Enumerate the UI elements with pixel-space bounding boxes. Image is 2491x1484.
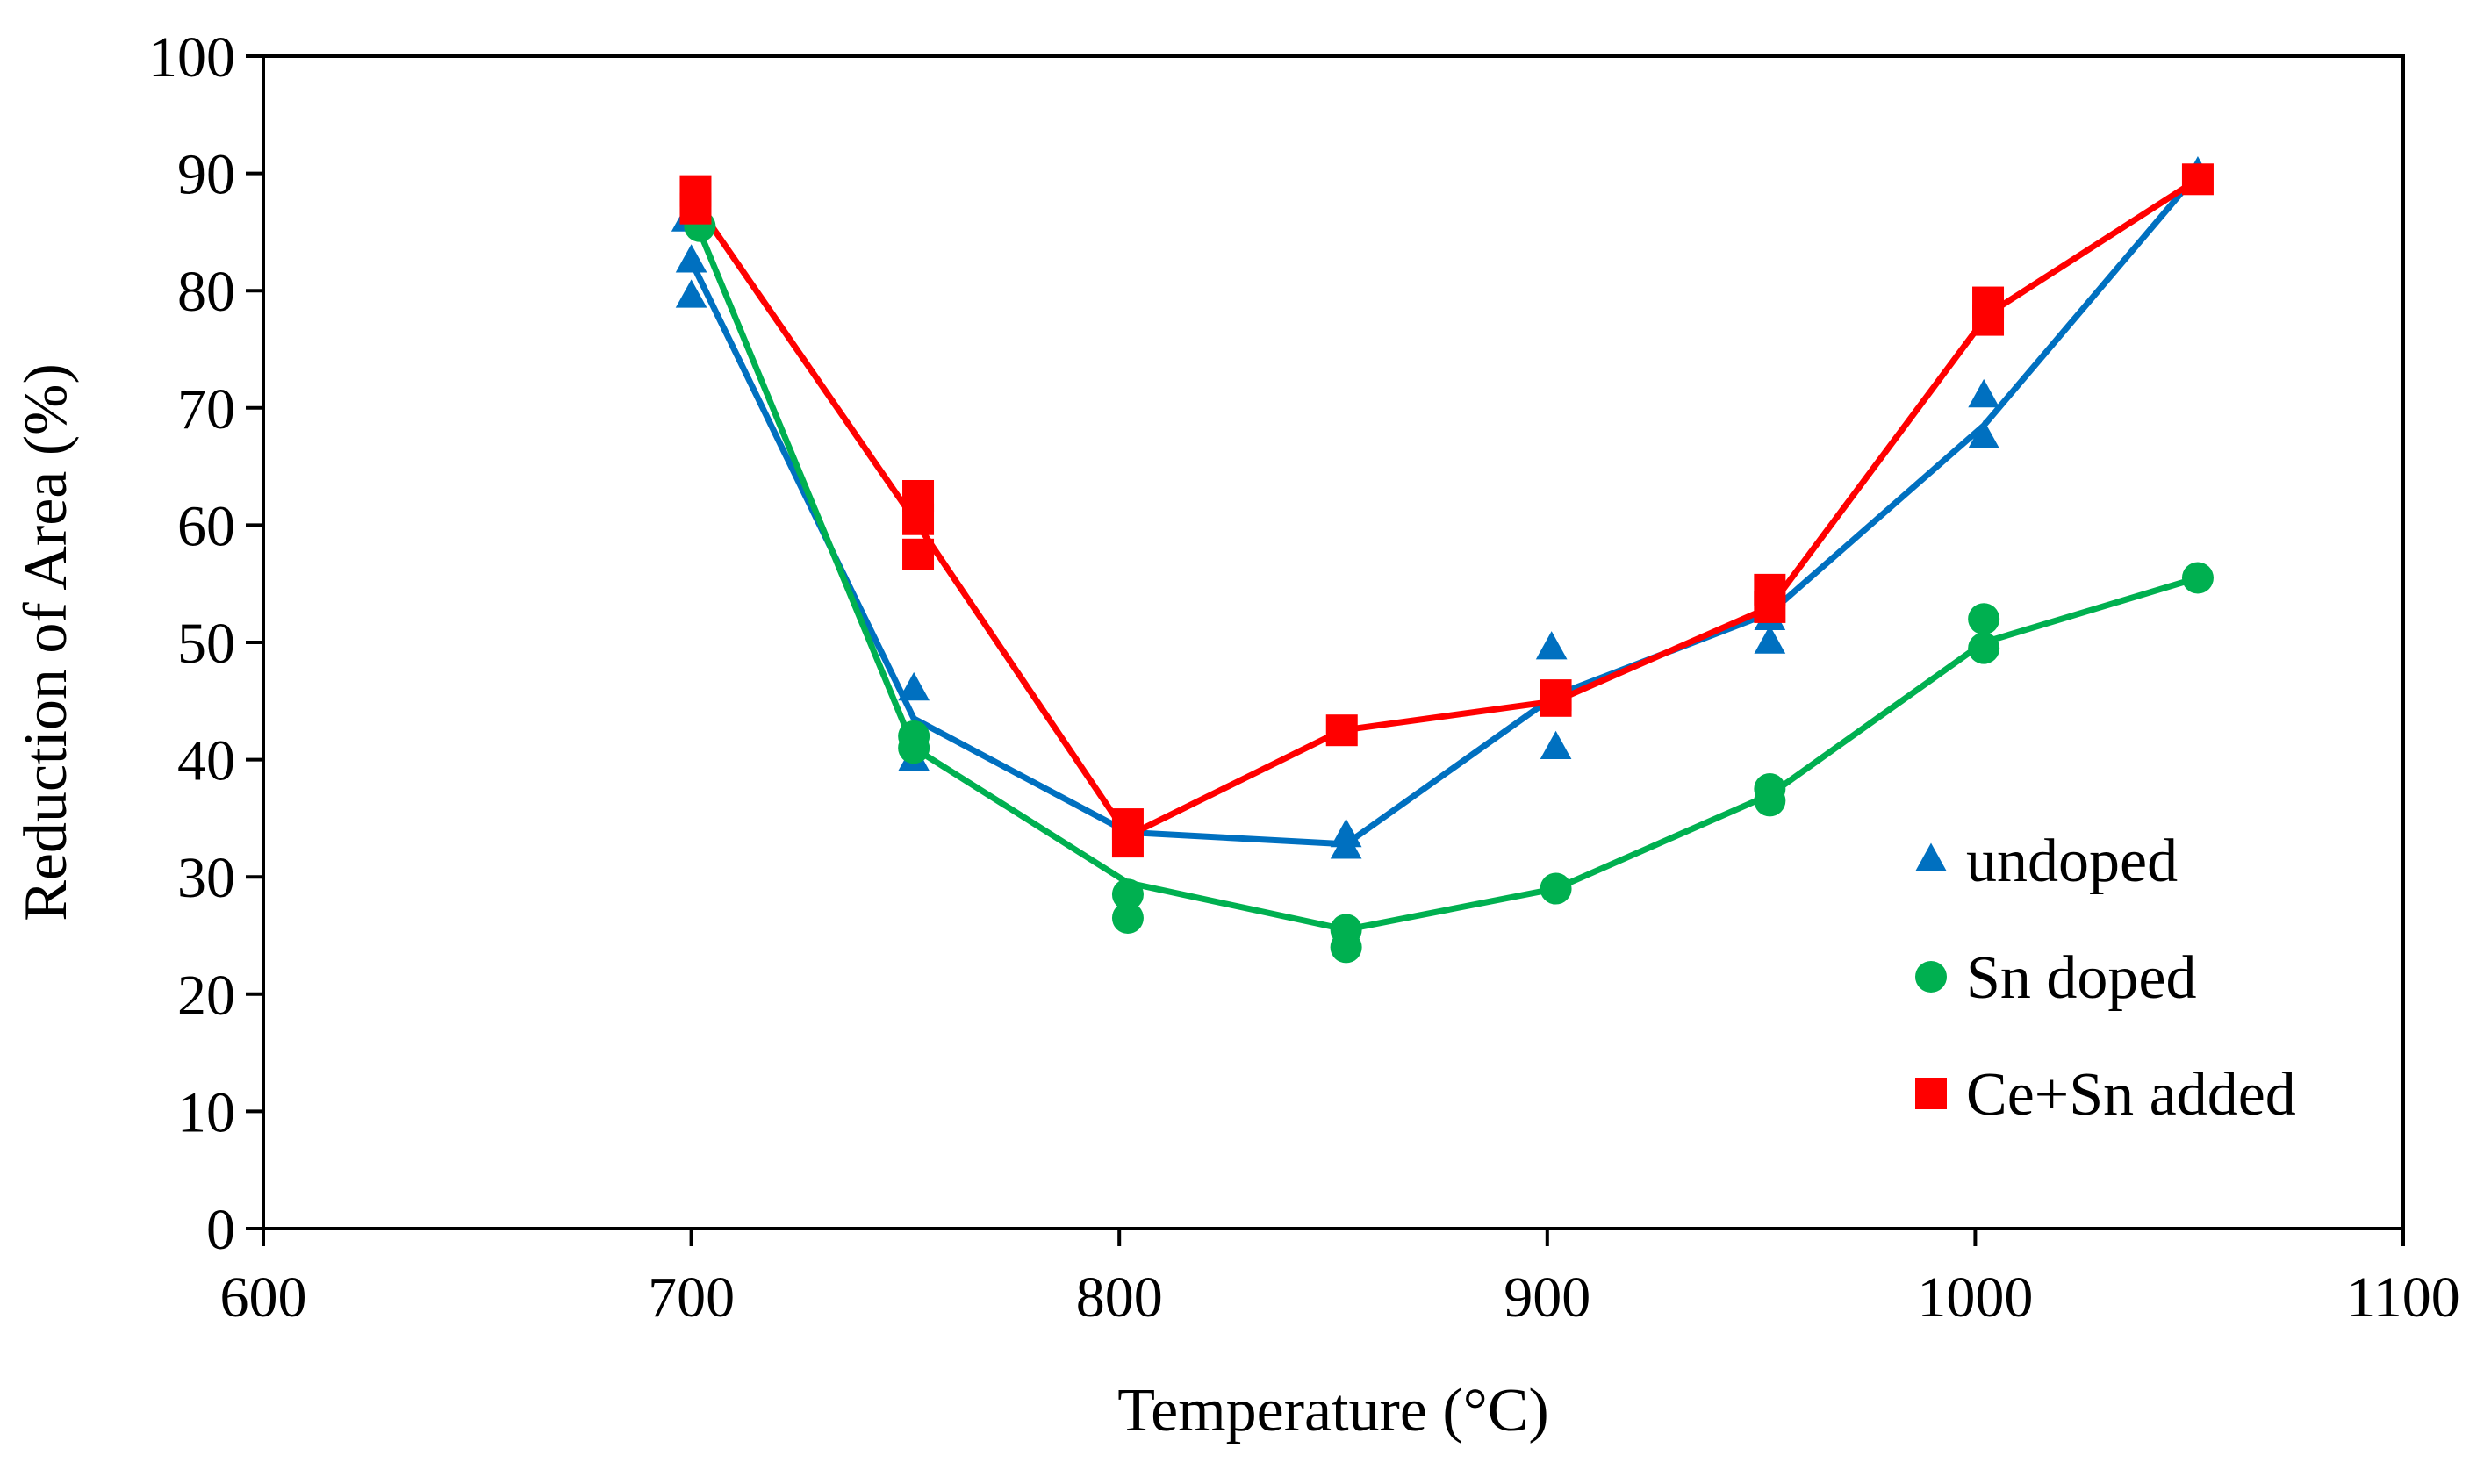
data-point-ce-sn-added — [1540, 685, 1572, 717]
data-point-sn-doped — [1754, 785, 1786, 817]
axis-ticks: 600 700 800 900 1000 1100 0 10 20 30 40 50 60 70 80 90 1… — [148, 25, 2460, 1330]
y-tick-label: 50 — [177, 612, 235, 676]
legend-item-undoped: undoped — [1915, 828, 2178, 895]
data-point-undoped — [675, 279, 707, 308]
y-tick-label: 10 — [177, 1080, 235, 1144]
legend-marker-sn-doped — [1915, 961, 1947, 993]
x-tick-label: 1100 — [2346, 1265, 2460, 1330]
data-point-ce-sn-added — [1325, 714, 1358, 747]
legend-marker-undoped — [1915, 842, 1947, 871]
y-axis-title: Reduction of Area (%) — [12, 363, 80, 921]
x-tick-label: 600 — [220, 1265, 307, 1330]
x-tick-label: 900 — [1504, 1265, 1590, 1330]
x-tick-label: 1000 — [1917, 1265, 2033, 1330]
y-tick-label: 70 — [177, 377, 235, 441]
series-line-sn-doped — [697, 231, 2199, 933]
data-point-ce-sn-added — [902, 538, 935, 570]
series-line-undoped — [688, 171, 2200, 848]
data-point-undoped — [1754, 625, 1786, 654]
data-point-ce-sn-added — [1754, 591, 1786, 623]
data-point-ce-sn-added — [2181, 163, 2214, 196]
data-point-undoped — [898, 671, 930, 701]
y-tick-label: 0 — [206, 1198, 235, 1262]
legend-item-sn-doped: Sn doped — [1915, 944, 2197, 1012]
data-point-sn-doped — [1540, 872, 1572, 905]
data-point-undoped — [1540, 730, 1572, 759]
data-point-sn-doped — [1968, 603, 2000, 635]
legend-label-sn-doped: Sn doped — [1966, 944, 2197, 1012]
x-axis-title: Temperature (°C) — [1117, 1377, 1548, 1445]
legend-label-undoped: undoped — [1966, 828, 2178, 895]
y-tick-label: 20 — [177, 964, 235, 1028]
data-point-sn-doped — [898, 732, 930, 764]
data-point-sn-doped — [2181, 562, 2214, 594]
legend-marker-ce-sn-added — [1915, 1078, 1947, 1109]
data-point-undoped — [1968, 378, 2000, 408]
data-point-ce-sn-added — [1111, 826, 1144, 858]
data-point-ce-sn-added — [679, 192, 712, 225]
data-point-undoped — [1330, 830, 1362, 859]
legend-item-ce-sn-added: Ce+Sn added — [1915, 1061, 2296, 1129]
data-point-sn-doped — [1330, 931, 1362, 964]
legend-label-ce-sn-added: Ce+Sn added — [1966, 1061, 2296, 1129]
data-point-sn-doped — [1968, 632, 2000, 664]
data-point-undoped — [1968, 419, 2000, 448]
data-point-ce-sn-added — [1972, 304, 2005, 336]
data-point-sn-doped — [1111, 878, 1144, 911]
y-tick-label: 30 — [177, 846, 235, 910]
data-point-ce-sn-added — [902, 503, 935, 535]
x-tick-label: 700 — [648, 1265, 735, 1330]
y-tick-label: 80 — [177, 260, 235, 324]
legend: undoped Sn doped Ce+Sn added — [1915, 828, 2296, 1129]
data-point-sn-doped — [1111, 901, 1144, 934]
y-tick-label: 40 — [177, 729, 235, 793]
series-markers — [671, 156, 2214, 964]
series-lines — [688, 171, 2200, 933]
data-point-undoped — [675, 244, 707, 273]
y-tick-label: 100 — [148, 25, 235, 90]
y-tick-label: 60 — [177, 494, 235, 558]
y-tick-label: 90 — [177, 143, 235, 207]
data-point-undoped — [1535, 631, 1568, 660]
series-line-ce-sn-added — [693, 176, 2200, 839]
x-tick-label: 800 — [1076, 1265, 1163, 1330]
